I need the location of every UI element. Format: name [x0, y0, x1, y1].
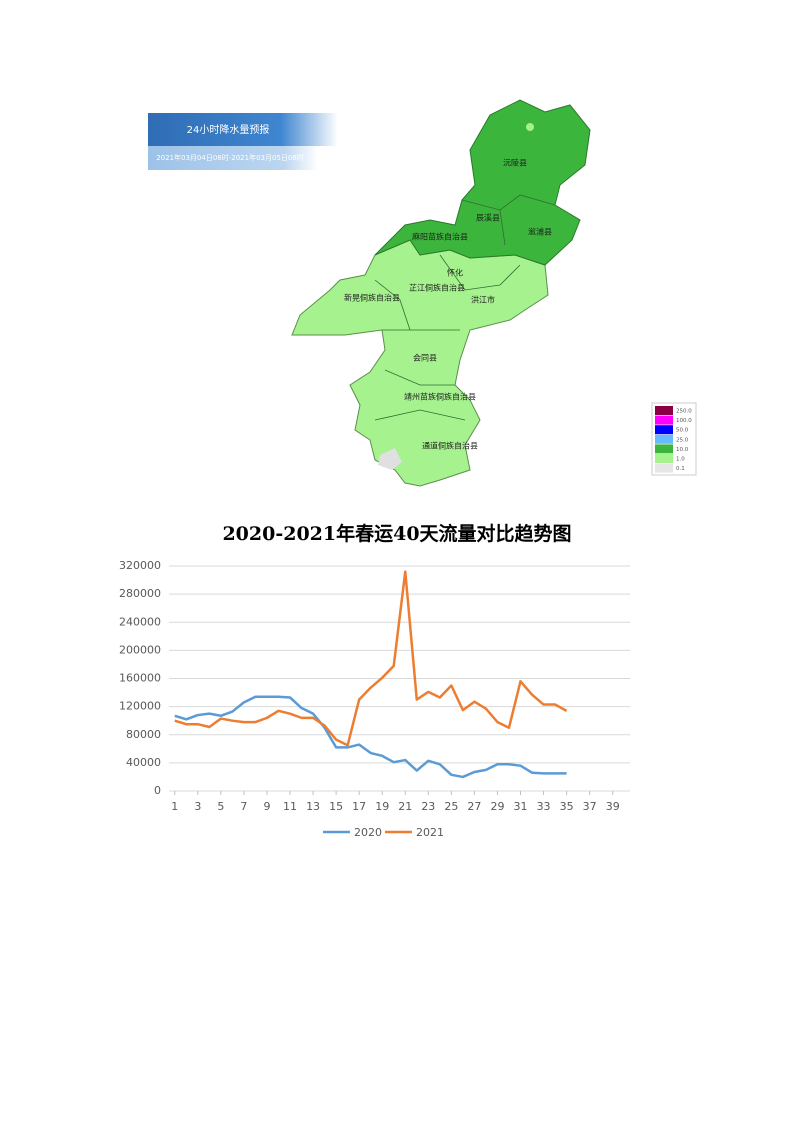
map-subtitle: 2021年03月04日08时-2021年03月05日08时	[156, 153, 304, 162]
legend-label: 2021	[416, 826, 444, 839]
chart: 2020-2021年春运40天流量对比趋势图 04000080000120000…	[119, 522, 630, 839]
x-tick-label: 3	[194, 800, 201, 813]
x-tick-label: 15	[329, 800, 343, 813]
banner-sub	[148, 146, 318, 170]
legend-label: 50.0	[676, 428, 689, 434]
legend-label: 25.0	[676, 437, 689, 443]
x-tick-label: 7	[240, 800, 247, 813]
legend-swatch	[655, 406, 673, 415]
y-tick-label: 40000	[126, 756, 161, 769]
x-tick-label: 1	[171, 800, 178, 813]
county-label: 会同县	[413, 353, 437, 363]
region-light	[291, 239, 549, 487]
y-tick-label: 120000	[119, 700, 161, 713]
x-tick-label: 37	[583, 800, 597, 813]
x-tick-label: 19	[375, 800, 389, 813]
legend-swatch	[655, 434, 673, 444]
legend-swatch	[655, 454, 673, 463]
legend-label: 100.0	[676, 418, 692, 424]
y-tick-label: 200000	[119, 643, 161, 656]
x-tick-label: 27	[467, 800, 481, 813]
y-tick-label: 160000	[119, 672, 161, 685]
county-label: 辰溪县	[476, 213, 500, 223]
x-tick-label: 35	[560, 800, 574, 813]
x-tick-label: 11	[283, 800, 297, 813]
map: 24小时降水量预报 2021年03月04日08时-2021年03月05日08时 …	[148, 99, 697, 487]
y-tick-label: 0	[154, 784, 161, 797]
x-tick-label: 13	[306, 800, 320, 813]
county-label: 怀化	[447, 268, 463, 278]
county-label: 麻阳苗族自治县	[412, 232, 468, 242]
x-tick-label: 33	[537, 800, 551, 813]
y-tick-label: 80000	[126, 728, 161, 741]
y-tick-label: 320000	[119, 559, 161, 572]
county-label: 通道侗族自治县	[422, 441, 478, 451]
county-label: 芷江侗族自治县	[409, 283, 465, 293]
legend-label: 0.1	[676, 466, 685, 472]
county-label: 溆浦县	[528, 227, 552, 237]
y-tick-label: 280000	[119, 587, 161, 600]
x-tick-label: 21	[398, 800, 412, 813]
legend-label: 1.0	[676, 457, 685, 463]
legend-swatch	[655, 415, 673, 425]
x-tick-label: 29	[490, 800, 504, 813]
x-tick-label: 31	[514, 800, 528, 813]
series-line	[174, 570, 568, 747]
legend-label: 10.0	[676, 447, 689, 453]
county-label: 靖州苗族侗族自治县	[404, 392, 476, 402]
x-tick-label: 17	[352, 800, 366, 813]
region-dark	[374, 99, 591, 266]
banner	[148, 113, 338, 146]
x-tick-label: 5	[217, 800, 224, 813]
chart-title: 2020-2021年春运40天流量对比趋势图	[222, 522, 571, 545]
y-tick-label: 240000	[119, 615, 161, 628]
map-legend: 250.0 100.0 50.0 25.0 10.0 1.0 0.1	[651, 402, 697, 476]
legend-label: 250.0	[676, 409, 692, 415]
legend-swatch	[655, 463, 673, 473]
x-tick-label: 25	[444, 800, 458, 813]
county-label: 新晃侗族自治县	[344, 293, 400, 303]
series-line	[174, 695, 567, 779]
legend-swatch	[655, 425, 673, 435]
county-label: 沅陵县	[503, 158, 527, 168]
region-grey	[378, 448, 402, 470]
legend-label: 2020	[354, 826, 382, 839]
borders	[374, 194, 556, 421]
x-tick-label: 39	[606, 800, 620, 813]
x-tick-label: 23	[421, 800, 435, 813]
county-label: 洪江市	[471, 295, 495, 305]
map-title: 24小时降水量预报	[187, 123, 270, 136]
region-spot	[526, 123, 534, 131]
legend-swatch	[655, 444, 673, 454]
x-tick-label: 9	[263, 800, 270, 813]
